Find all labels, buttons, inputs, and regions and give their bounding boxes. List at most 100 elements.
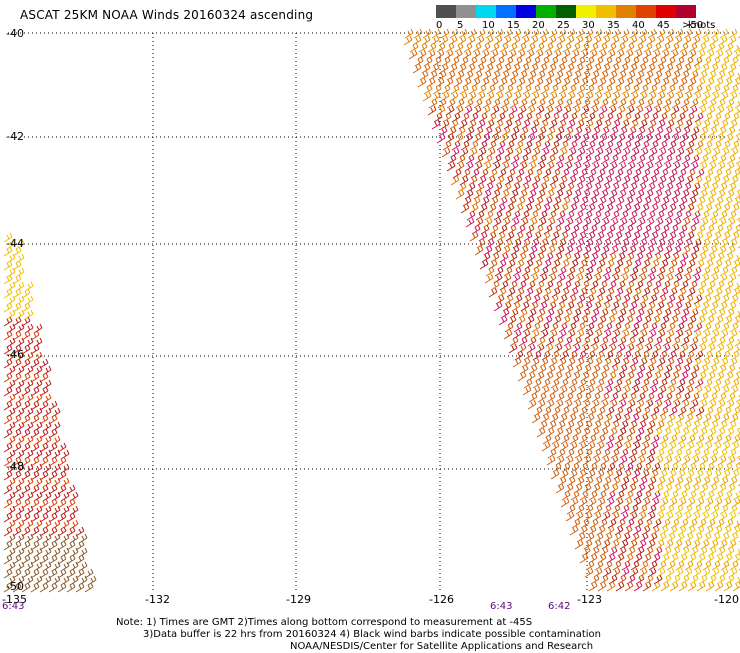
wind-barb <box>51 491 61 502</box>
wind-barb <box>589 133 599 144</box>
wind-barb <box>431 28 441 39</box>
wind-barb <box>634 252 644 263</box>
wind-barb <box>647 119 657 130</box>
wind-barb <box>531 413 541 424</box>
wind-barb <box>610 182 620 193</box>
wind-barb <box>711 56 721 67</box>
wind-barb <box>569 287 579 298</box>
wind-barb <box>655 273 665 284</box>
wind-barb <box>713 168 723 179</box>
wind-barb <box>595 350 605 361</box>
lat-tick-label: -50 <box>6 580 24 593</box>
wind-barb <box>604 112 614 123</box>
wind-barb <box>431 119 441 130</box>
wind-barb <box>521 28 531 39</box>
wind-barb <box>570 49 580 60</box>
wind-barb <box>693 385 703 396</box>
wind-barb <box>625 518 635 529</box>
wind-barb <box>665 91 675 102</box>
wind-barb <box>6 295 16 306</box>
wind-barb <box>596 497 606 508</box>
wind-barb <box>717 392 727 403</box>
wind-barb <box>617 308 627 319</box>
wind-barb <box>617 399 627 410</box>
wind-barb <box>526 42 536 53</box>
wind-barb <box>576 413 586 424</box>
wind-barb <box>558 413 568 424</box>
wind-barb <box>467 91 477 102</box>
wind-barb <box>585 294 595 305</box>
wind-barb <box>663 483 673 494</box>
wind-barb <box>512 28 522 39</box>
wind-barb <box>604 140 614 151</box>
wind-barb <box>525 315 535 326</box>
wind-barb <box>534 77 544 88</box>
wind-barb <box>3 358 13 369</box>
wind-barb <box>557 238 567 249</box>
wind-barb <box>468 84 478 95</box>
wind-barb <box>689 98 699 109</box>
wind-barb <box>702 532 712 543</box>
wind-barb <box>640 378 650 389</box>
wind-barb <box>60 533 70 544</box>
wind-barb <box>486 84 496 95</box>
wind-barb <box>412 35 422 46</box>
wind-barb <box>24 533 34 544</box>
wind-barb <box>3 414 13 425</box>
wind-barb <box>619 420 629 431</box>
wind-barb <box>642 224 652 235</box>
wind-barb <box>637 182 647 193</box>
wind-barb <box>66 554 76 565</box>
wind-barb <box>686 287 696 298</box>
wind-barb <box>490 133 500 144</box>
wind-barb <box>540 56 550 67</box>
wind-barb <box>567 385 577 396</box>
wind-barb <box>599 546 609 557</box>
wind-barb <box>575 28 585 39</box>
wind-barb <box>668 259 678 270</box>
wind-barb <box>512 238 522 249</box>
wind-barb <box>559 441 569 452</box>
wind-barb <box>568 350 578 361</box>
wind-barb <box>488 259 498 270</box>
wind-barb <box>620 476 630 487</box>
wind-barb <box>509 70 519 81</box>
wind-barb <box>681 364 691 375</box>
wind-barb <box>642 196 652 207</box>
wind-barb <box>718 182 728 193</box>
wind-barb <box>543 49 553 60</box>
wind-barb <box>546 217 556 228</box>
wind-barb <box>597 49 607 60</box>
wind-barb <box>563 427 573 438</box>
wind-barb <box>549 175 559 186</box>
wind-barb <box>610 273 620 284</box>
wind-barb <box>662 336 672 347</box>
wind-barb <box>570 490 580 501</box>
wind-barb <box>659 259 669 270</box>
wind-barb <box>692 567 702 578</box>
wind-barb <box>689 161 699 172</box>
wind-barb <box>595 203 605 214</box>
wind-barb <box>522 147 532 158</box>
wind-barb <box>532 350 542 361</box>
wind-barb <box>630 560 640 571</box>
wind-barb <box>609 154 619 165</box>
wind-barb <box>710 28 720 39</box>
wind-barb <box>653 574 663 585</box>
wind-barb <box>694 140 704 151</box>
wind-barb <box>544 371 554 382</box>
wind-barb <box>719 476 729 487</box>
wind-barb <box>561 196 571 207</box>
wind-barb <box>660 581 670 592</box>
wind-barb <box>657 322 667 333</box>
wind-barb <box>637 539 647 550</box>
wind-barb <box>625 280 635 291</box>
wind-barb <box>578 525 588 536</box>
wind-barb <box>504 294 514 305</box>
wind-barb <box>550 203 560 214</box>
wind-barb <box>533 168 543 179</box>
wind-barb <box>577 469 587 480</box>
wind-barb <box>722 525 732 536</box>
wind-barb <box>531 56 541 67</box>
wind-barb <box>60 561 70 572</box>
